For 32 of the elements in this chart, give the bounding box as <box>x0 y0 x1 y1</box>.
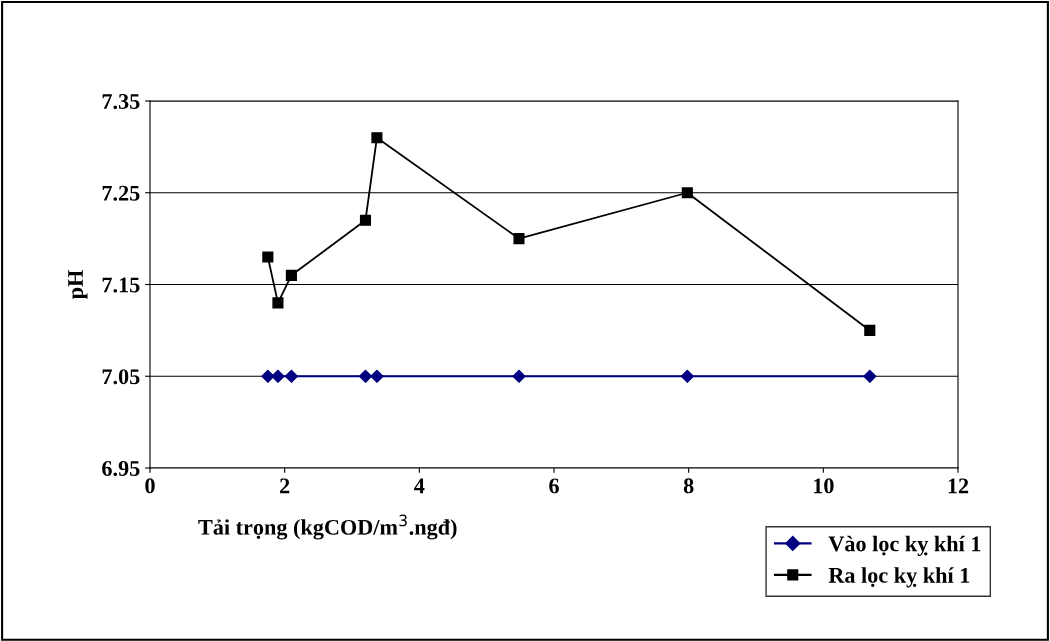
y-tick-label: 7.05 <box>102 369 140 385</box>
x-tick-label: 8 <box>683 478 694 494</box>
point <box>512 369 526 383</box>
y-axis-title: pH <box>68 270 88 300</box>
point <box>680 369 694 383</box>
x-tick-label: 0 <box>145 478 155 494</box>
y-tick-label: 7.25 <box>102 185 140 201</box>
y-tick-label: 7.15 <box>102 277 140 293</box>
point <box>513 233 525 245</box>
point <box>681 187 693 199</box>
point <box>261 369 275 383</box>
legend-label: Vào lọc kỵ khí 1 <box>828 535 981 556</box>
y-tick-label: 7.35 <box>102 93 140 110</box>
point <box>371 132 383 144</box>
y-tick-label: 6.95 <box>102 460 140 477</box>
point <box>272 297 284 309</box>
point <box>285 269 297 281</box>
point <box>271 369 285 383</box>
point <box>370 369 384 383</box>
point <box>358 369 373 383</box>
point <box>359 214 372 226</box>
x-tick-label: 10 <box>814 478 834 494</box>
point <box>284 369 298 383</box>
x-tick-label: 6 <box>549 478 559 494</box>
legend-label: Ra lọc kỵ khí 1 <box>828 567 970 588</box>
x-axis-title: Tải trọng (kgCOD/m$^{3}$.ngđ) <box>198 514 457 540</box>
point <box>262 251 274 263</box>
x-tick-label: 2 <box>280 478 290 494</box>
point <box>864 324 876 336</box>
point <box>863 369 877 383</box>
x-tick-label: 12 <box>948 478 969 494</box>
x-tick-label: 4 <box>414 478 425 494</box>
